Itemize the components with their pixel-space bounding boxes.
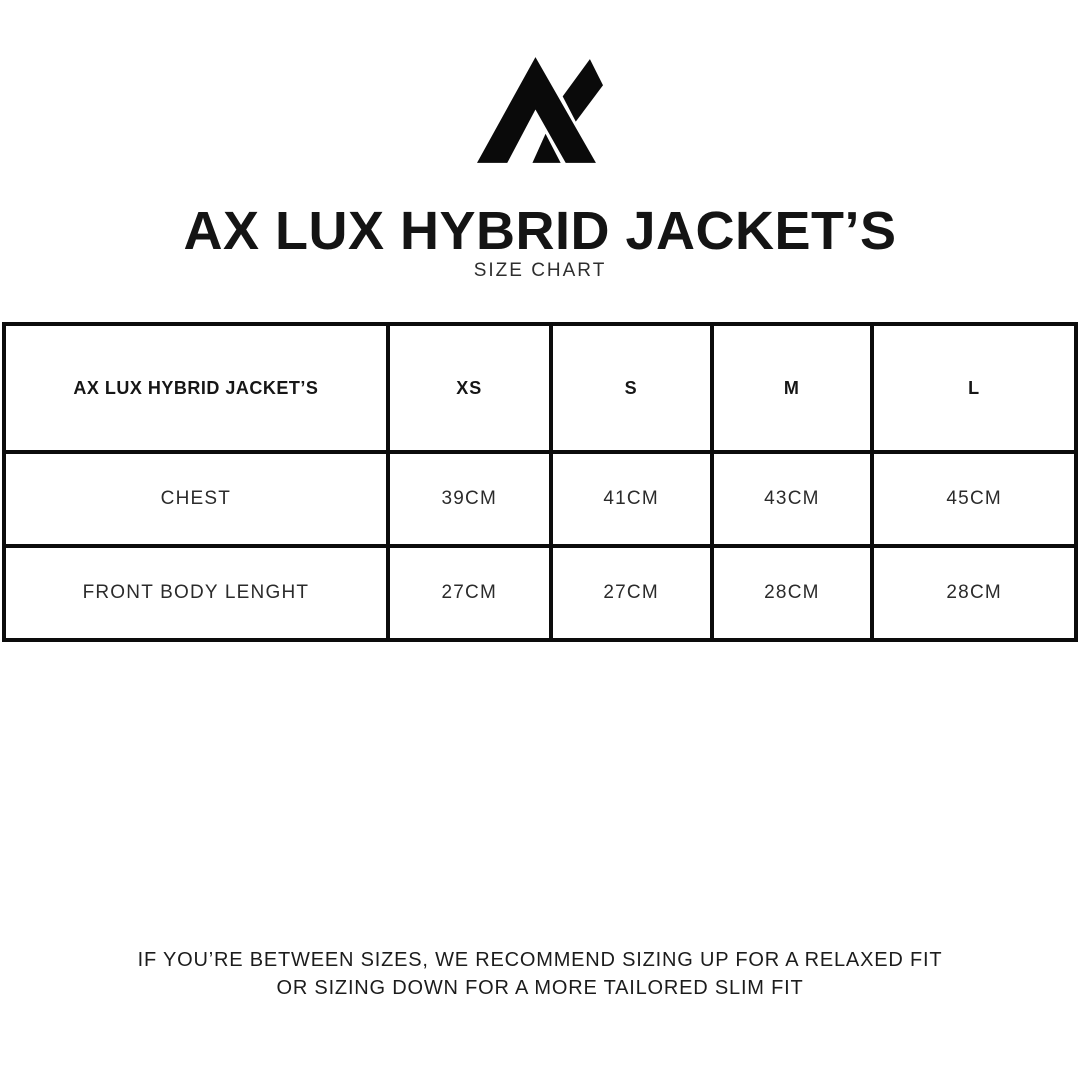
chest-value-xs: 39CM xyxy=(385,450,553,548)
ax-monogram-logo-icon xyxy=(477,57,603,163)
row-label-chest: CHEST xyxy=(2,450,390,548)
page-subtitle: SIZE CHART xyxy=(473,260,607,281)
table-row-chest: CHEST 39CM 41CM 43CM 45CM xyxy=(2,450,1078,548)
page-title: AX LUX HYBRID JACKET’S xyxy=(183,201,897,261)
sizing-note-line-2: OR SIZING DOWN FOR A MORE TAILORED SLIM … xyxy=(276,977,804,999)
chest-value-m: 43CM xyxy=(709,450,875,548)
sizing-note: IF YOU’RE BETWEEN SIZES, WE RECOMMEND SI… xyxy=(0,946,1080,1002)
table-row-front-body-length: FRONT BODY LENGHT 27CM 27CM 28CM 28CM xyxy=(2,544,1078,642)
size-chart-table: AX LUX HYBRID JACKET’S XS S M L CHEST 39… xyxy=(2,322,1078,642)
size-header-m: M xyxy=(709,322,875,454)
table-header-row: AX LUX HYBRID JACKET’S XS S M L xyxy=(2,322,1078,454)
row-label-front-body-length: FRONT BODY LENGHT xyxy=(2,544,390,642)
front-body-value-s: 27CM xyxy=(548,544,714,642)
chest-value-s: 41CM xyxy=(548,450,714,548)
front-body-value-xs: 27CM xyxy=(385,544,553,642)
chest-value-l: 45CM xyxy=(870,450,1078,548)
size-header-s: S xyxy=(548,322,714,454)
front-body-value-m: 28CM xyxy=(709,544,875,642)
sizing-note-line-1: IF YOU’RE BETWEEN SIZES, WE RECOMMEND SI… xyxy=(137,949,943,971)
size-header-xs: XS xyxy=(385,322,553,454)
front-body-value-l: 28CM xyxy=(870,544,1078,642)
size-header-l: L xyxy=(870,322,1078,454)
product-name-header-cell: AX LUX HYBRID JACKET’S xyxy=(2,322,390,454)
